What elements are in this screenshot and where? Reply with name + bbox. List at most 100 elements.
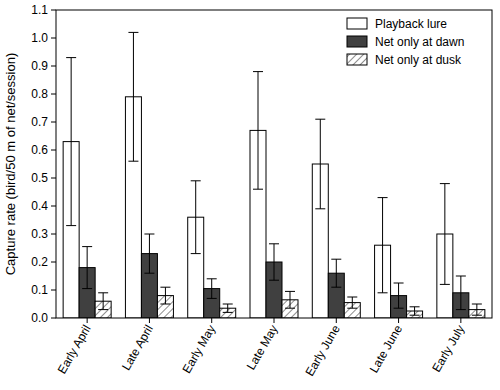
error-line — [476, 304, 477, 315]
error-line — [195, 181, 196, 254]
x-tick-label: Late June — [367, 322, 406, 375]
error-bar — [207, 279, 217, 299]
error-cap — [347, 308, 357, 309]
error-cap — [66, 225, 76, 226]
y-tick — [51, 122, 56, 123]
y-tick — [51, 234, 56, 235]
x-tick-label: Early May — [180, 323, 219, 376]
x-tick-label: Early June — [302, 322, 343, 378]
y-tick — [51, 150, 56, 151]
x-tick — [336, 318, 337, 323]
error-cap — [331, 259, 341, 260]
x-tick-label: Late May — [244, 323, 281, 373]
y-tick — [51, 318, 56, 319]
y-axis-label: Capture rate (bird/50 m of net/session) — [3, 53, 18, 276]
error-bar — [253, 72, 263, 190]
legend-label: Playback lure — [375, 17, 447, 31]
y-tick-label: 0.9 — [31, 59, 48, 73]
error-cap — [378, 292, 388, 293]
y-tick-label: 0.1 — [31, 283, 48, 297]
error-cap — [315, 208, 325, 209]
error-line — [320, 119, 321, 209]
y-tick-label: 1.1 — [31, 3, 48, 17]
y-tick — [51, 38, 56, 39]
error-cap — [191, 253, 201, 254]
y-tick-label: 0.2 — [31, 255, 48, 269]
error-cap — [285, 291, 295, 292]
y-tick-label: 0.8 — [31, 87, 48, 101]
legend-label: Net only at dawn — [375, 35, 464, 49]
error-line — [460, 276, 461, 310]
y-tick-label: 0.6 — [31, 143, 48, 157]
legend-label: Net only at dusk — [375, 53, 462, 67]
error-bar — [191, 181, 201, 254]
error-line — [274, 244, 275, 280]
error-cap — [207, 278, 217, 279]
error-bar — [66, 58, 76, 226]
error-cap — [128, 32, 138, 33]
y-tick — [51, 206, 56, 207]
bars — [63, 32, 485, 318]
error-cap — [410, 306, 420, 307]
error-cap — [144, 273, 154, 274]
error-line — [87, 247, 88, 289]
error-cap — [456, 309, 466, 310]
error-line — [103, 293, 104, 310]
error-line — [71, 58, 72, 226]
error-cap — [269, 280, 279, 281]
error-line — [258, 72, 259, 190]
error-cap — [191, 180, 201, 181]
chart: 0.00.10.20.30.40.50.60.70.80.91.01.1Earl… — [0, 0, 500, 390]
y-tick-label: 0.4 — [31, 199, 48, 213]
plot-frame — [56, 10, 492, 318]
y-tick-label: 0.5 — [31, 171, 48, 185]
y-tick — [51, 66, 56, 67]
y-tick — [51, 178, 56, 179]
error-cap — [160, 304, 170, 305]
error-line — [211, 279, 212, 299]
legend-swatch — [347, 18, 367, 29]
error-line — [290, 291, 291, 308]
error-cap — [223, 304, 233, 305]
error-cap — [472, 304, 482, 305]
error-bar — [472, 304, 482, 315]
error-bar — [128, 32, 138, 161]
error-bar — [440, 184, 450, 285]
error-bar — [98, 293, 108, 310]
error-bar — [331, 259, 341, 287]
x-tick — [274, 318, 275, 323]
error-line — [398, 283, 399, 308]
error-cap — [440, 284, 450, 285]
error-cap — [98, 309, 108, 310]
error-line — [336, 259, 337, 287]
error-bar — [223, 304, 233, 312]
x-tick — [87, 318, 88, 323]
error-bar — [410, 307, 420, 315]
error-bar — [378, 198, 388, 293]
error-line — [149, 234, 150, 273]
legend-swatch — [347, 36, 367, 47]
error-cap — [410, 315, 420, 316]
x-tick-label: Early April — [55, 323, 94, 377]
y-tick-label: 0.0 — [31, 311, 48, 325]
error-bar — [160, 287, 170, 304]
error-cap — [347, 297, 357, 298]
error-cap — [378, 197, 388, 198]
error-line — [444, 184, 445, 285]
error-line — [414, 307, 415, 315]
y-tick — [51, 10, 56, 11]
error-cap — [160, 287, 170, 288]
x-tick — [211, 318, 212, 323]
error-line — [165, 287, 166, 304]
error-bar — [456, 276, 466, 310]
x-tick — [460, 318, 461, 323]
y-tick — [51, 94, 56, 95]
error-cap — [394, 283, 404, 284]
error-line — [227, 304, 228, 312]
legend-swatch — [347, 54, 367, 65]
error-cap — [207, 298, 217, 299]
error-cap — [253, 71, 263, 72]
error-bar — [82, 247, 92, 289]
error-cap — [223, 312, 233, 313]
error-cap — [315, 119, 325, 120]
